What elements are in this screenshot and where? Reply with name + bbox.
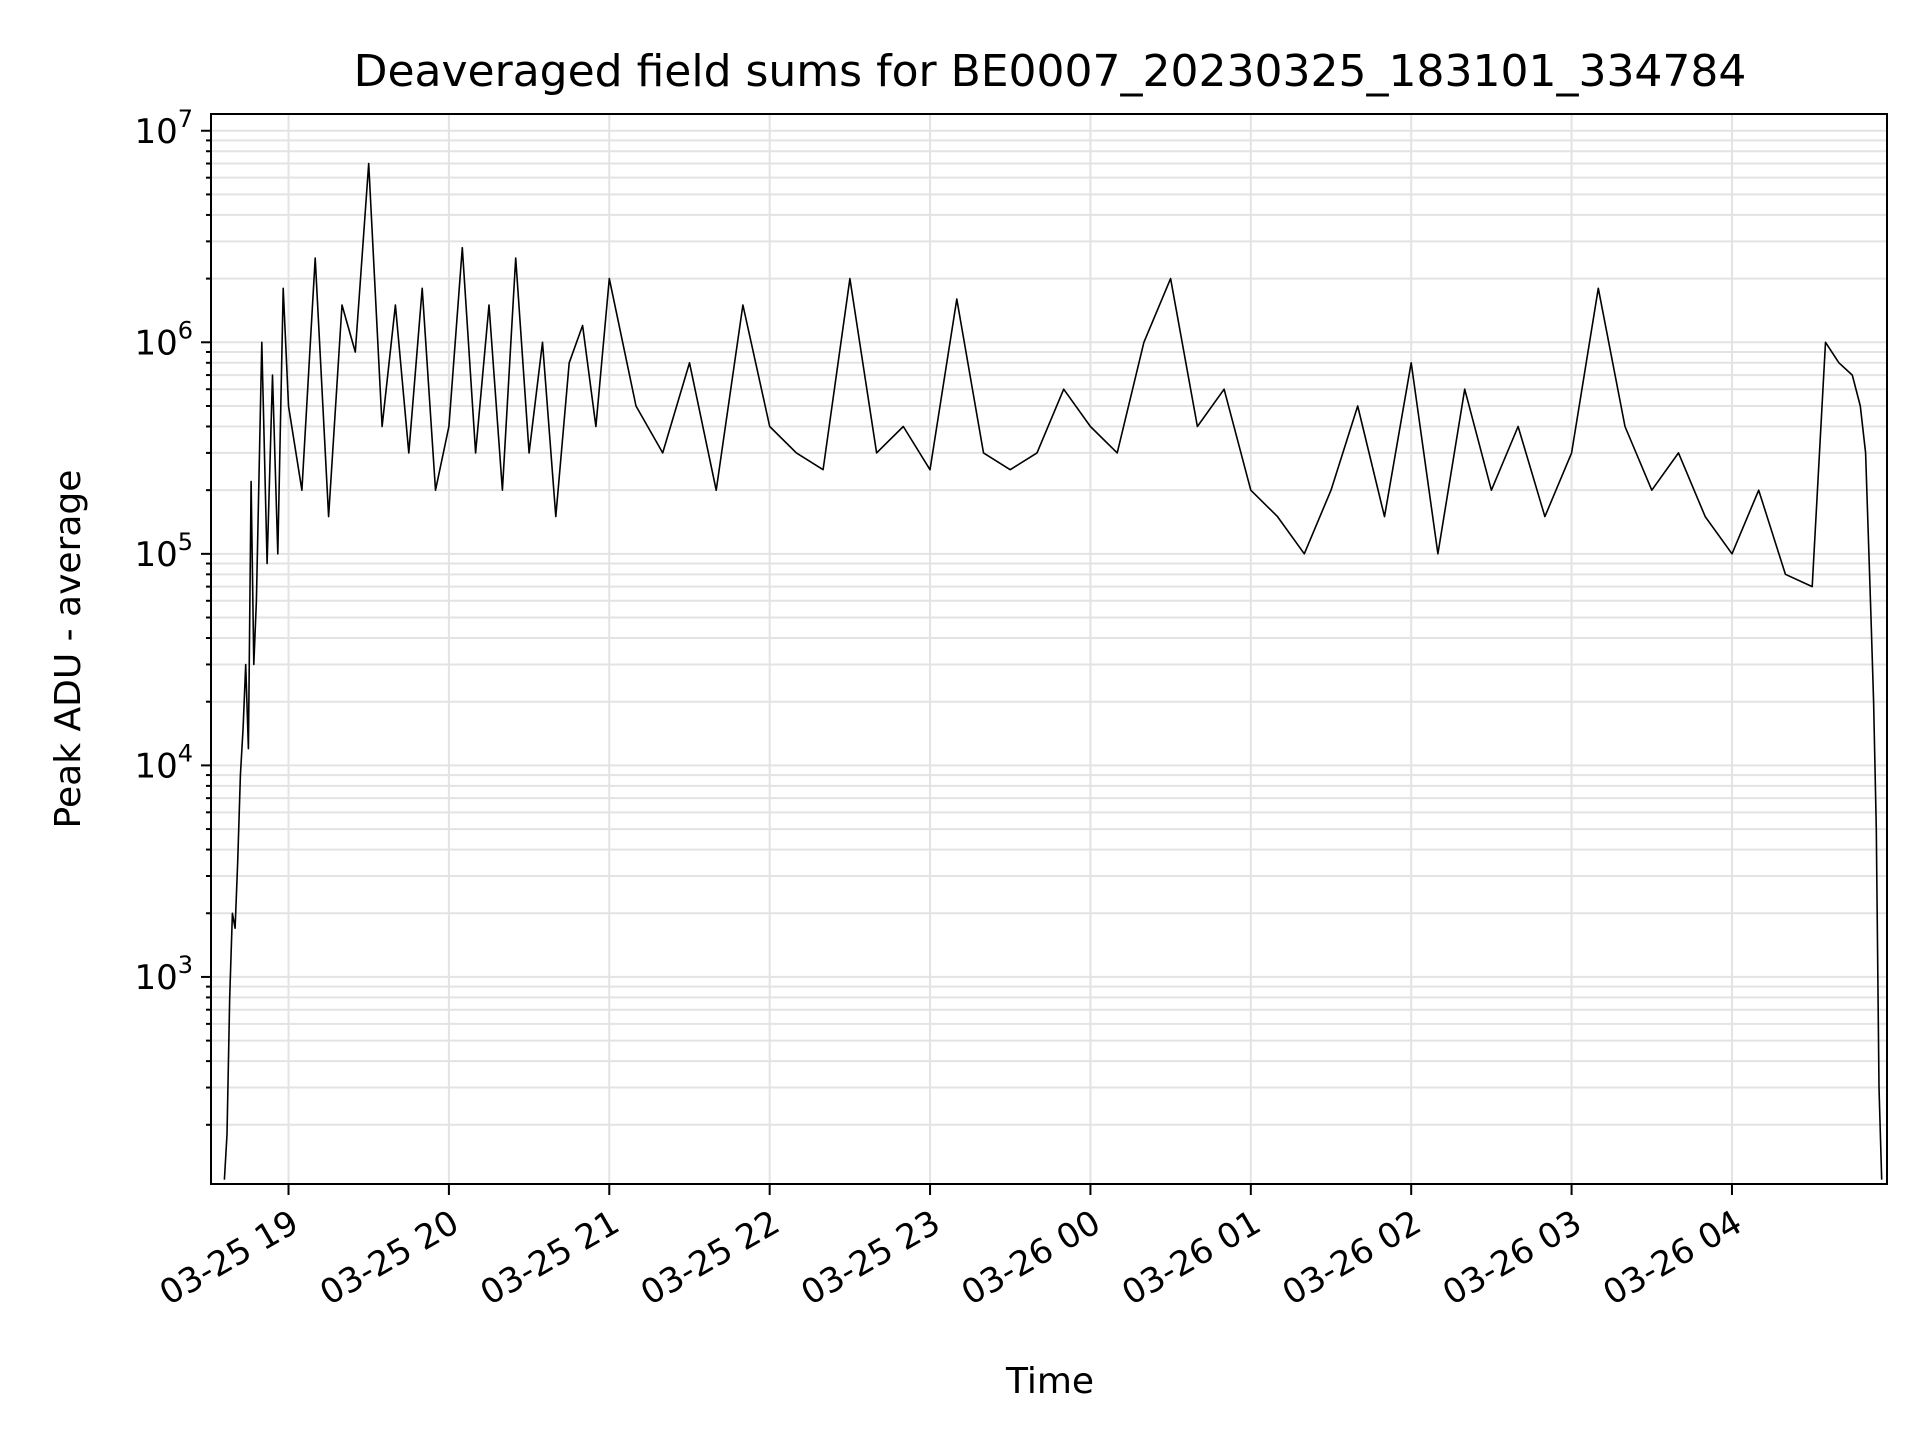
y-tick-base: 10	[134, 323, 177, 363]
y-tick-label: 105	[134, 528, 193, 575]
y-tick-base: 10	[134, 535, 177, 575]
y-tick-label: 104	[134, 739, 193, 786]
y-tick-exponent: 5	[178, 528, 193, 556]
y-tick-exponent: 3	[178, 951, 193, 979]
chart-title: Deaveraged field sums for BE0007_2023032…	[354, 46, 1747, 97]
y-tick-label: 106	[134, 316, 193, 363]
y-tick-base: 10	[134, 958, 177, 998]
y-tick-base: 10	[134, 746, 177, 786]
y-tick-base: 10	[134, 112, 177, 152]
y-tick-exponent: 6	[178, 316, 193, 344]
y-tick-label: 103	[134, 951, 193, 998]
grid-layer	[211, 114, 1887, 1184]
x-axis-title: Time	[1005, 1361, 1094, 1402]
data-series-line	[223, 162, 1883, 1180]
y-tick-exponent: 7	[178, 105, 193, 133]
y-tick-exponent: 4	[178, 739, 193, 767]
plot-frame	[210, 113, 1888, 1185]
series-layer	[223, 162, 1883, 1180]
y-tick-label: 107	[134, 105, 193, 152]
y-axis-title: Peak ADU - average	[48, 470, 89, 829]
